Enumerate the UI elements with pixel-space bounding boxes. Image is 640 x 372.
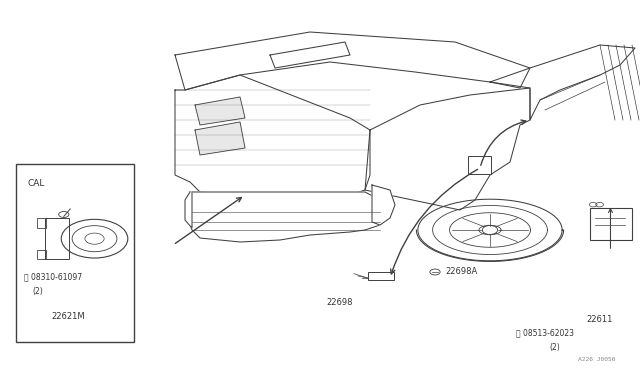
Polygon shape: [372, 185, 395, 225]
Text: A226 J0056: A226 J0056: [577, 357, 615, 362]
Text: 22611: 22611: [587, 315, 613, 324]
Text: 22621M: 22621M: [51, 312, 85, 321]
Bar: [590, 208, 632, 240]
Text: 22698: 22698: [327, 298, 353, 307]
Bar: [37, 218, 46, 228]
Text: (2): (2): [32, 287, 43, 296]
Text: Ⓢ 08513-62023: Ⓢ 08513-62023: [516, 328, 574, 337]
Bar: [37, 250, 46, 259]
Polygon shape: [195, 97, 245, 125]
Polygon shape: [185, 192, 192, 228]
Bar: [368, 272, 394, 280]
Polygon shape: [490, 45, 635, 120]
Text: CAL: CAL: [28, 179, 45, 188]
Polygon shape: [270, 42, 350, 68]
Text: Ⓢ 08310-61097: Ⓢ 08310-61097: [24, 273, 82, 282]
Bar: [468, 156, 491, 174]
Polygon shape: [188, 192, 385, 242]
Text: 22698A: 22698A: [445, 267, 477, 276]
Polygon shape: [175, 32, 530, 90]
Polygon shape: [195, 122, 245, 155]
Polygon shape: [365, 88, 530, 210]
Polygon shape: [175, 75, 370, 200]
Bar: [16, 164, 134, 342]
Text: (2): (2): [550, 343, 561, 352]
Bar: [45, 218, 69, 259]
